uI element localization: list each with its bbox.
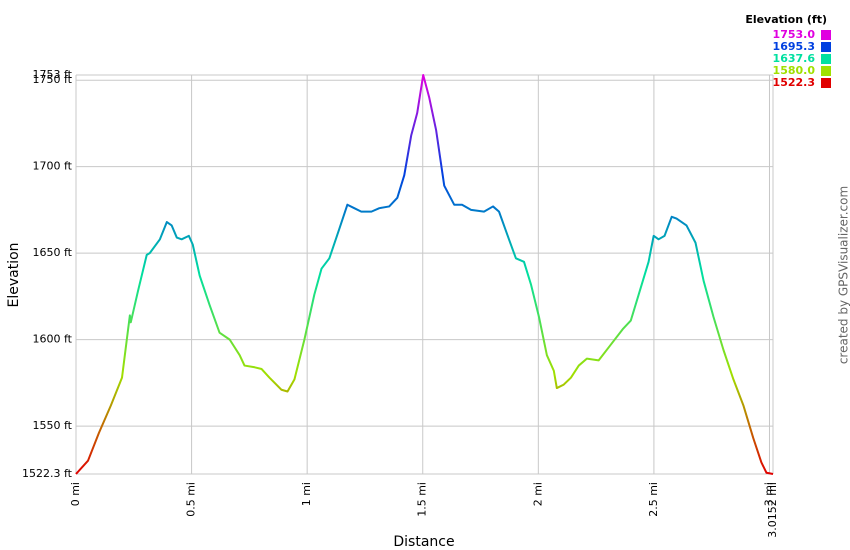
- x-tick-label: 3 mi: [762, 482, 775, 506]
- legend-title: Elevation (ft): [745, 13, 827, 26]
- x-tick-label: 1 mi: [300, 482, 313, 506]
- y-tick-label: 1753 ft: [33, 68, 73, 81]
- x-tick-label: 2.5 mi: [647, 482, 660, 517]
- x-tick-label: 0.5 mi: [185, 482, 198, 517]
- y-tick-label: 1750 ft: [33, 73, 73, 86]
- legend-label: 1580.0: [773, 64, 816, 77]
- y-tick-label: 1650 ft: [33, 246, 73, 259]
- y-tick-label: 1600 ft: [33, 333, 73, 346]
- legend-swatch: [821, 30, 831, 40]
- legend-label: 1637.6: [773, 52, 816, 65]
- legend-swatch: [821, 66, 831, 76]
- legend-swatch: [821, 42, 831, 52]
- credit: created by GPSVisualizer.com: [837, 186, 850, 364]
- y-axis-title: Elevation: [6, 242, 22, 307]
- legend-label: 1522.3: [773, 76, 815, 89]
- x-tick-label: 1.5 mi: [416, 482, 429, 517]
- x-axis-title: Distance: [393, 534, 454, 550]
- legend-swatch: [821, 54, 831, 64]
- elevation-line: [75, 74, 774, 475]
- legend-label: 1753.0: [773, 28, 816, 41]
- x-tick-label: 2 mi: [531, 482, 544, 506]
- y-tick-label: 1700 ft: [33, 160, 73, 173]
- y-tick-label: 1550 ft: [33, 419, 73, 432]
- legend-swatch: [821, 78, 831, 88]
- x-tick-label: 0 mi: [69, 482, 82, 506]
- x-tick-label: 3.0152 mi: [766, 482, 779, 538]
- legend-label: 1695.3: [773, 40, 815, 53]
- y-tick-label: 1522.3 ft: [22, 467, 73, 480]
